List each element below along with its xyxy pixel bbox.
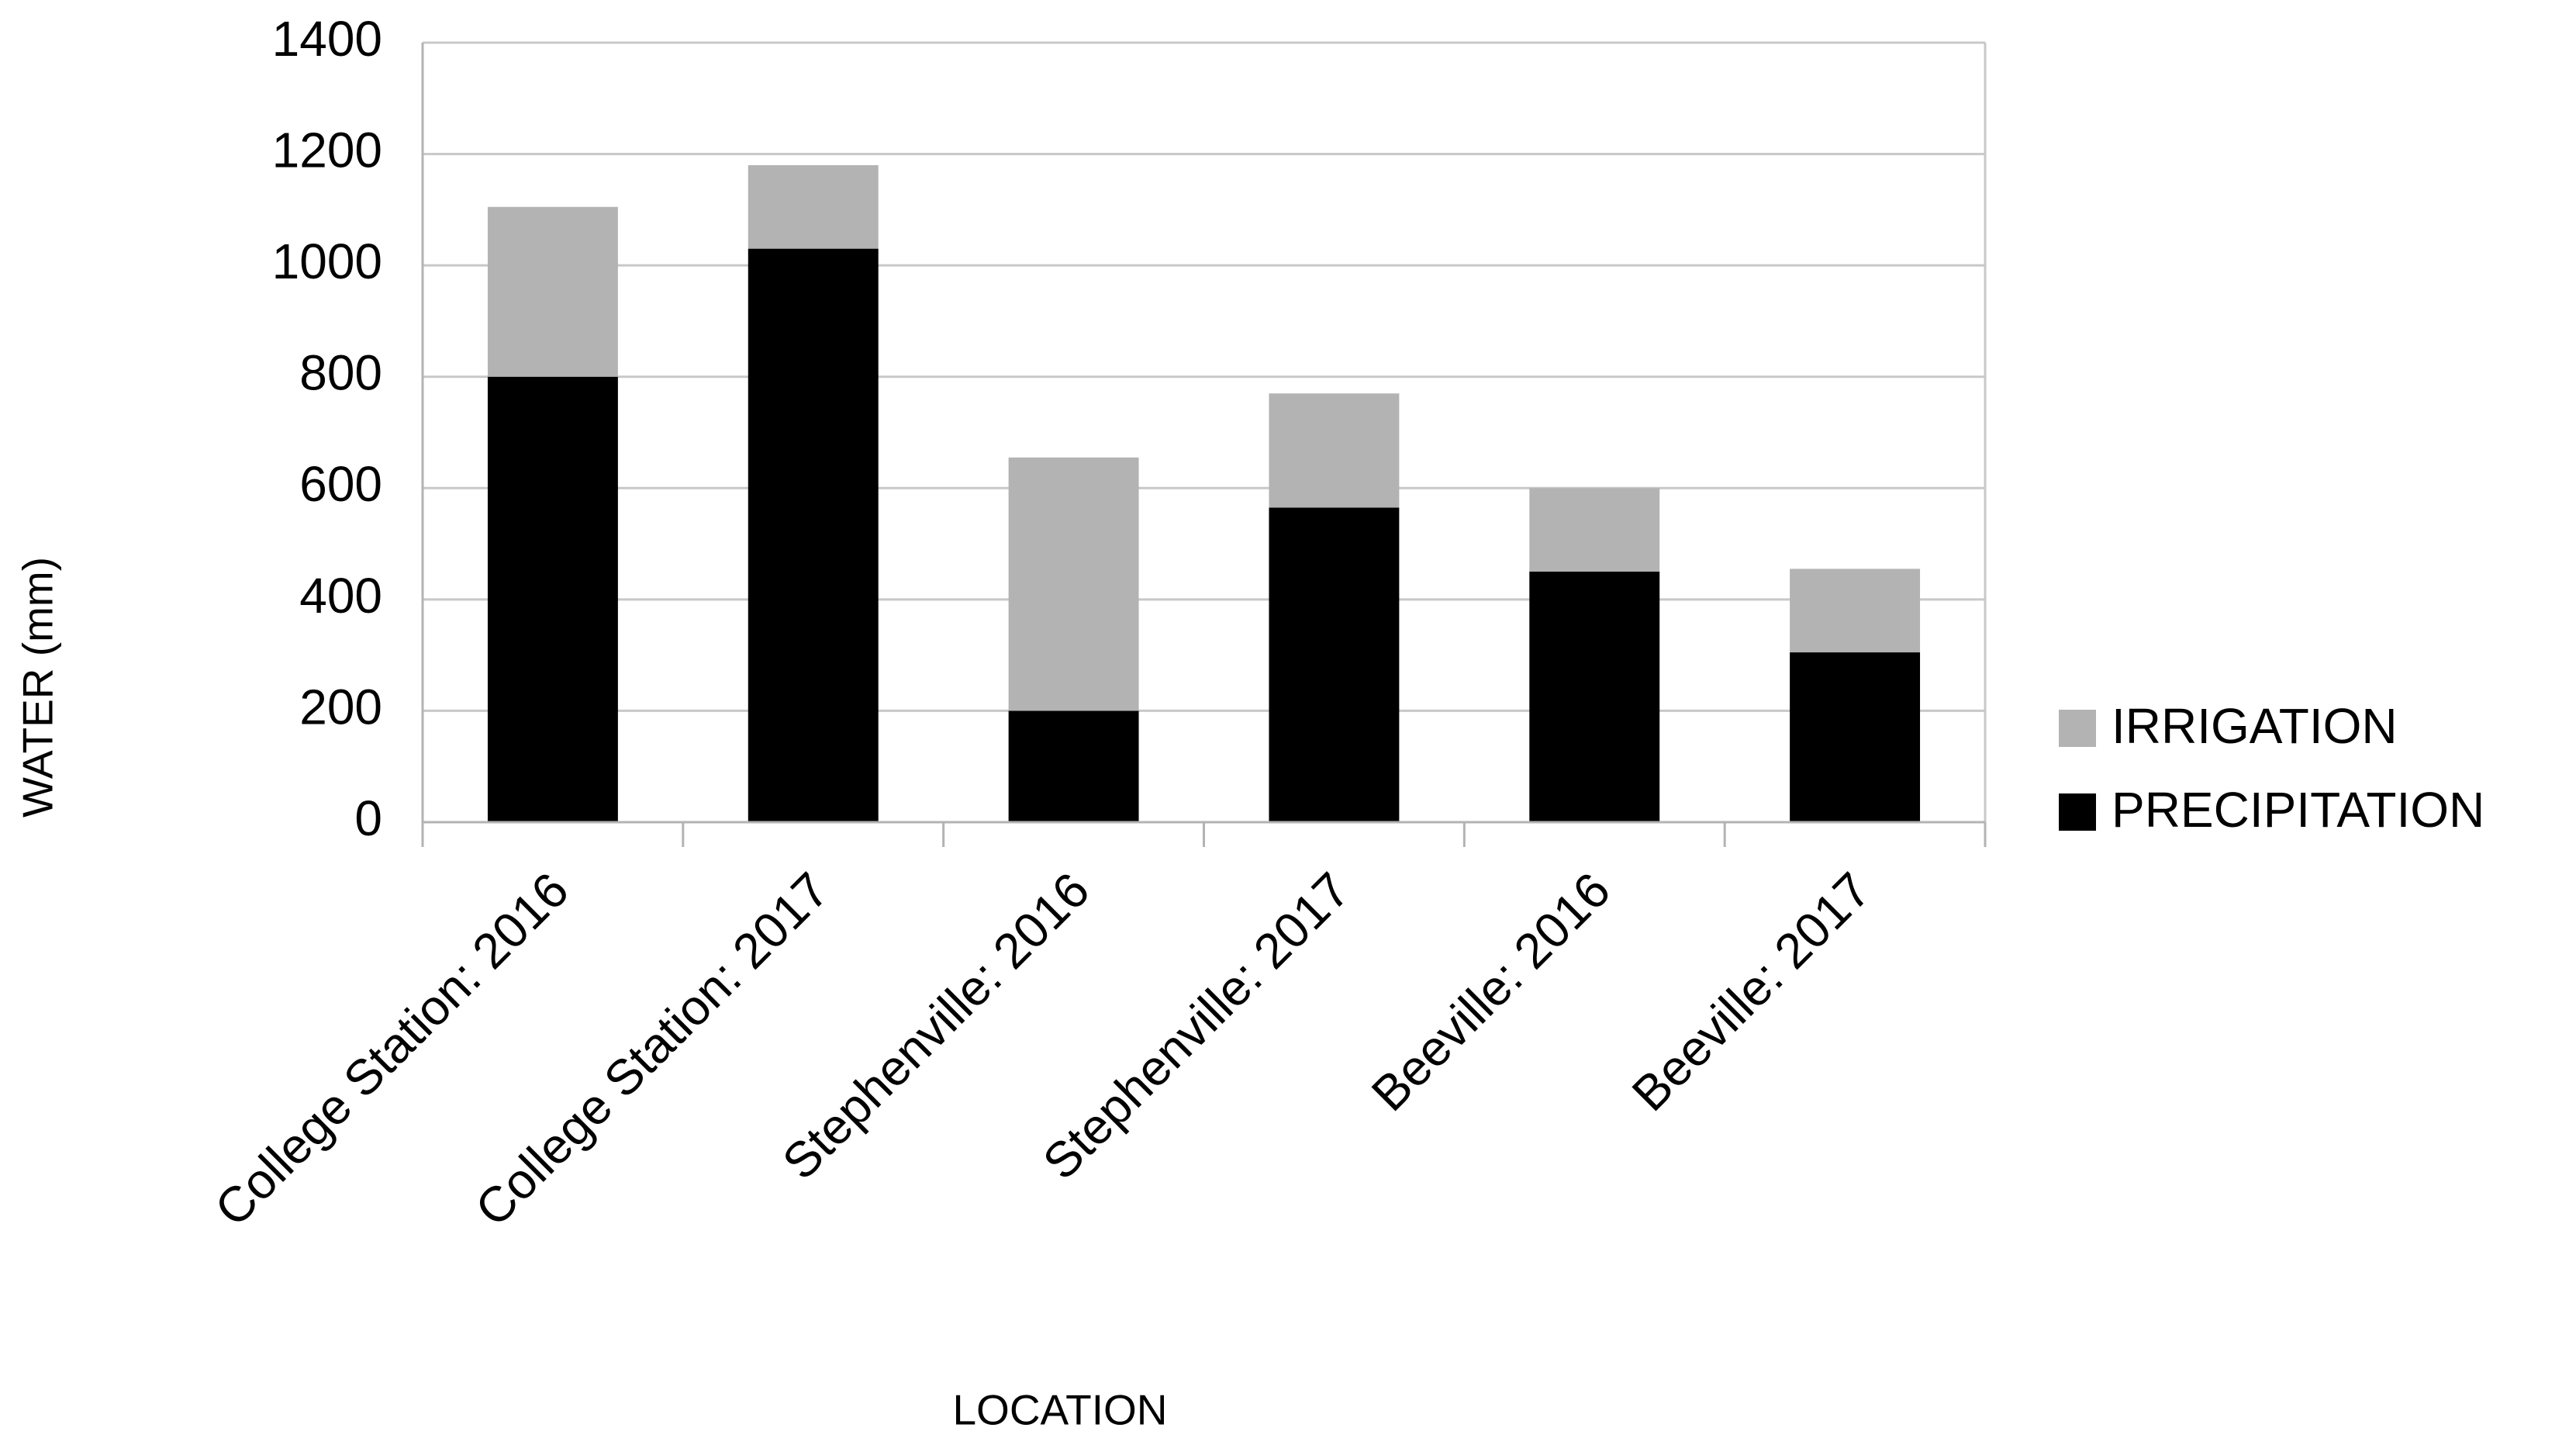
y-tick-label: 800 [299,345,382,401]
bar-segment [748,164,879,249]
x-tick-label: Beeville: 2016 [1361,862,1621,1122]
legend-swatch [2059,710,2096,747]
y-tick-label: 1400 [272,11,382,67]
y-tick-label: 200 [299,679,382,735]
y-tick-label: 0 [354,790,382,846]
bar-segment [1008,710,1139,822]
y-tick-label: 1000 [272,233,382,289]
y-axis-label: WATER (mm) [14,557,62,818]
bar-segment [1790,569,1921,653]
bar-segment [487,206,618,377]
bar-segment [1269,393,1400,508]
y-tick-label: 400 [299,568,382,624]
legend-label: IRRIGATION [2112,698,2398,754]
bar-segment [1269,507,1400,822]
bar-segment [1529,488,1660,572]
bar-segment [487,376,618,822]
y-tick-label: 1200 [272,122,382,178]
bar-segment [1529,571,1660,822]
legend-label: PRECIPITATION [2112,782,2484,838]
x-tick-label: Beeville: 2017 [1621,862,1881,1122]
legend-swatch [2059,793,2096,831]
bar-segment [748,248,879,822]
bar-segment [1008,457,1139,711]
y-tick-label: 600 [299,456,382,512]
bar-segment [1790,652,1921,822]
x-axis-label: LOCATION [952,1386,1167,1434]
